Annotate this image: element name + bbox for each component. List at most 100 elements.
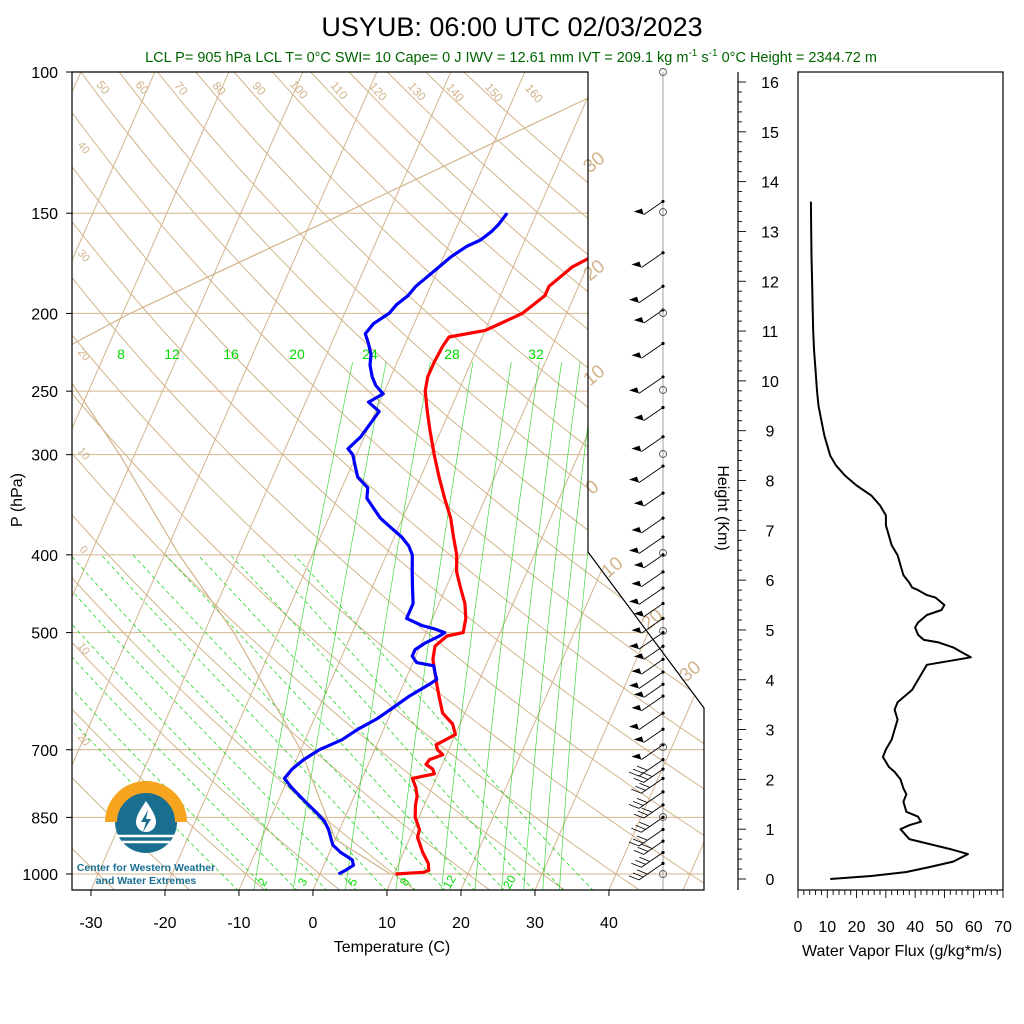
height-tick-label: 2 <box>766 772 775 789</box>
wind-barb <box>641 852 664 868</box>
wind-barb <box>638 376 664 394</box>
wind-barb <box>643 728 664 743</box>
isotherm-label-left: 20 <box>75 347 92 364</box>
dry-adiabat--20 <box>72 72 192 890</box>
dry-adiabat-label: 70 <box>171 79 191 98</box>
isotherm--90 <box>0 35 23 891</box>
wind-barb-feather <box>633 777 644 783</box>
plot-frames <box>71 71 705 891</box>
flux-x-tick-label: 30 <box>877 919 895 936</box>
height-tick-label: 9 <box>766 424 775 441</box>
wind-barb-feather <box>635 824 646 830</box>
skewt-background <box>0 35 704 891</box>
wind-barb-flag <box>631 527 642 534</box>
wind-barb <box>643 407 664 422</box>
wind-barb <box>641 252 664 268</box>
subtitle-part2: s <box>697 50 708 66</box>
wind-barb-flag <box>631 352 642 359</box>
isotherm-label-left: 20 <box>75 732 92 749</box>
wind-barb <box>641 659 664 675</box>
wind-barb-flag <box>629 598 639 605</box>
height-tick-label: 8 <box>766 474 775 491</box>
wind-barb-feather <box>635 859 646 865</box>
y-tick-label: 500 <box>31 626 58 643</box>
wind-barb-dot <box>661 644 665 648</box>
wind-barb-feather <box>639 821 650 827</box>
wind-barb <box>638 465 664 483</box>
chart-subtitle: LCL P= 905 hPa LCL T= 0°C SWI= 10 Cape= … <box>145 48 877 66</box>
isotherm-10 <box>386 72 704 890</box>
mixing-ratio-line-24 <box>523 362 581 890</box>
wind-barb-feather <box>632 801 644 806</box>
wind-barb-feather <box>633 849 644 855</box>
wind-barb <box>641 695 664 712</box>
wind-barb-dot <box>661 199 665 204</box>
y-tick-label: 1000 <box>22 867 58 884</box>
wind-barb-dot <box>661 727 665 731</box>
moist-adiabat-2 <box>72 554 328 890</box>
wind-barb <box>641 778 664 794</box>
moist-adiabat-10 <box>72 554 387 890</box>
dry-adiabat-label: 150 <box>482 80 506 105</box>
dry-adiabat-label: 90 <box>249 79 269 98</box>
wind-barb-flag <box>631 580 642 587</box>
y-tick-label: 700 <box>31 743 58 760</box>
x-tick-label: -30 <box>79 915 102 932</box>
y-tick-label: 150 <box>31 206 58 223</box>
logo-bolt-icon <box>141 810 151 832</box>
calm-wind-circle <box>659 68 667 76</box>
wind-barb-flag <box>629 643 639 650</box>
wind-barb-feather <box>633 813 644 819</box>
height-tick-label: 15 <box>761 125 779 142</box>
flux-x-tick-label: 0 <box>794 919 803 936</box>
dry-adiabat-120 <box>128 72 704 890</box>
mixing-ratio-line-28 <box>542 362 597 890</box>
wind-barb <box>638 587 664 605</box>
wind-barb-feather <box>628 771 640 777</box>
height-tick-label: 7 <box>766 523 775 540</box>
dry-adiabat-60 <box>72 72 704 890</box>
wind-barb-dot <box>661 776 665 781</box>
height-tick-label: 1 <box>766 822 775 839</box>
subtitle-exp1: -1 <box>688 48 697 59</box>
mixing-ratio-line-8 <box>395 362 474 890</box>
wind-barb-flag <box>633 414 644 421</box>
isotherm-label-left: 30 <box>75 248 92 265</box>
wind-barb <box>643 554 664 569</box>
x-axis-label: Temperature (C) <box>334 939 450 956</box>
wind-barb <box>641 343 664 359</box>
y-tick-label: 300 <box>31 448 58 465</box>
logo-line2: and Water Extremes <box>96 875 197 887</box>
x-tick-label: 40 <box>600 915 618 932</box>
x-tick-label: 0 <box>309 915 318 932</box>
wind-barb-dot <box>661 616 665 620</box>
wind-barb-flag <box>633 317 644 324</box>
mixing-ratio-label-top: 8 <box>117 346 125 362</box>
dry-adiabat-200 <box>425 72 704 890</box>
height-tick-label: 5 <box>766 623 775 640</box>
isotherm-20 <box>460 72 704 890</box>
dry-adiabat--10 <box>72 72 267 890</box>
mixing-ratio-label-bottom: 2 <box>255 875 271 888</box>
wind-barb-dot <box>661 711 665 715</box>
moist-adiabat-6 <box>72 554 358 890</box>
y-axis-label: P (hPa) <box>9 473 26 527</box>
calm-wind-circle <box>659 549 667 557</box>
wind-barb-dot <box>661 694 665 698</box>
dry-adiabat-100 <box>72 72 704 890</box>
wind-barb <box>638 536 664 554</box>
calm-wind-circle <box>659 450 667 458</box>
flux-x-tick-label: 70 <box>994 919 1012 936</box>
wind-barb-feather <box>632 872 644 878</box>
mixing-ratio-label-top: 32 <box>528 346 544 362</box>
wind-barb <box>643 683 664 698</box>
wind-barb-feather <box>632 838 644 844</box>
wind-barb <box>638 632 664 650</box>
isotherm-label-left: 40 <box>75 140 92 157</box>
temperature-trace <box>395 212 649 876</box>
height-tick-label: 4 <box>766 673 775 690</box>
wind-barb <box>643 840 664 855</box>
dry-adiabat-10 <box>72 72 417 890</box>
cw3e-logo: Center for Western Weather and Water Ext… <box>77 781 215 887</box>
